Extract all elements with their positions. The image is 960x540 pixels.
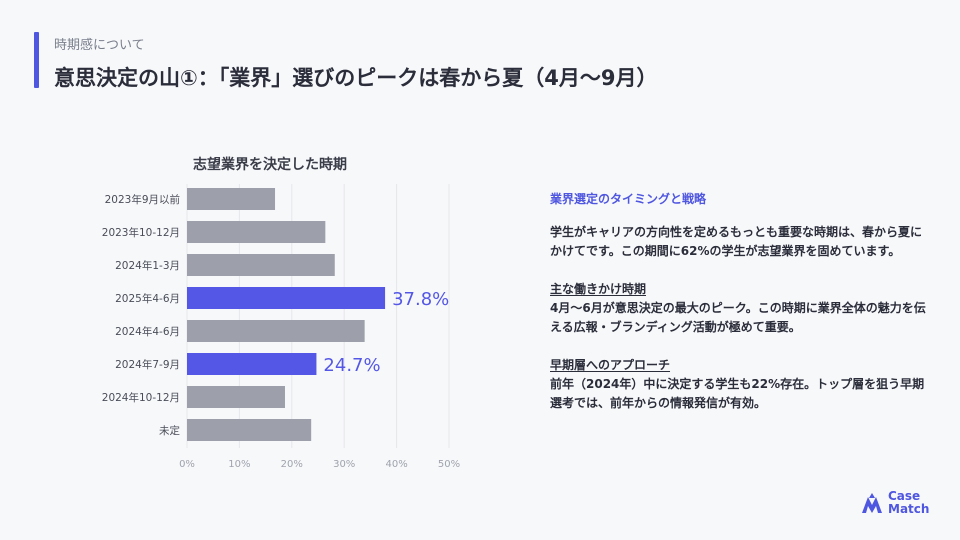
category-label: 2024年1-3月 xyxy=(115,259,180,272)
logo-line-2: Match xyxy=(888,502,930,516)
x-tick-label: 30% xyxy=(333,459,355,470)
bar xyxy=(187,320,365,342)
bar xyxy=(187,353,317,375)
logo-line-1: Case xyxy=(888,489,921,503)
bar xyxy=(187,386,285,408)
x-tick-label: 10% xyxy=(228,459,250,470)
category-label: 未定 xyxy=(159,424,180,437)
category-label: 2025年4-6月 xyxy=(115,292,180,305)
section-heading-timing: 主な働きかけ時期 xyxy=(550,282,647,296)
category-label: 2024年10-12月 xyxy=(102,391,180,404)
casematch-logo: Case Match xyxy=(860,490,929,516)
bar xyxy=(187,254,335,276)
x-tick-label: 50% xyxy=(438,459,460,470)
category-label: 2024年7-9月 xyxy=(115,358,180,371)
section-body-timing: 4月〜6月が意思決定の最大のピーク。この時期に業界全体の魅力を伝える広報・ブラン… xyxy=(550,301,926,334)
bar xyxy=(187,287,386,309)
logo-mark-icon xyxy=(862,493,882,513)
bar xyxy=(187,188,276,210)
slide-title: 意思決定の山①：「業界」選びのピークは春から夏（4月〜9月） xyxy=(54,66,658,90)
bar xyxy=(187,221,326,243)
x-tick-label: 40% xyxy=(385,459,407,470)
category-label: 2023年10-12月 xyxy=(102,226,180,239)
section-body-early: 前年（2024年）中に決定する学生も22%存在。トップ層を狙う早期選考では、前年… xyxy=(550,377,925,410)
section-label: 時期感について xyxy=(54,38,145,53)
section-heading-early: 早期層へのアプローチ xyxy=(550,358,671,372)
accent-bar xyxy=(34,32,39,88)
x-tick-label: 0% xyxy=(179,459,195,470)
strategy-panel: 業界選定のタイミングと戦略 学生がキャリアの方向性を定めるもっとも重要な時期は、… xyxy=(550,190,930,432)
panel-intro: 学生がキャリアの方向性を定めるもっとも重要な時期は、春から夏にかけてです。この期… xyxy=(550,225,923,258)
chart-title: 志望業界を決定した時期 xyxy=(193,157,347,173)
category-label: 2024年4-6月 xyxy=(115,325,180,338)
data-label: 24.7% xyxy=(323,355,380,376)
bar xyxy=(187,419,312,441)
category-label: 2023年9月以前 xyxy=(105,193,180,206)
data-label: 37.8% xyxy=(392,289,449,310)
x-tick-label: 20% xyxy=(281,459,303,470)
panel-heading: 業界選定のタイミングと戦略 xyxy=(550,192,707,206)
